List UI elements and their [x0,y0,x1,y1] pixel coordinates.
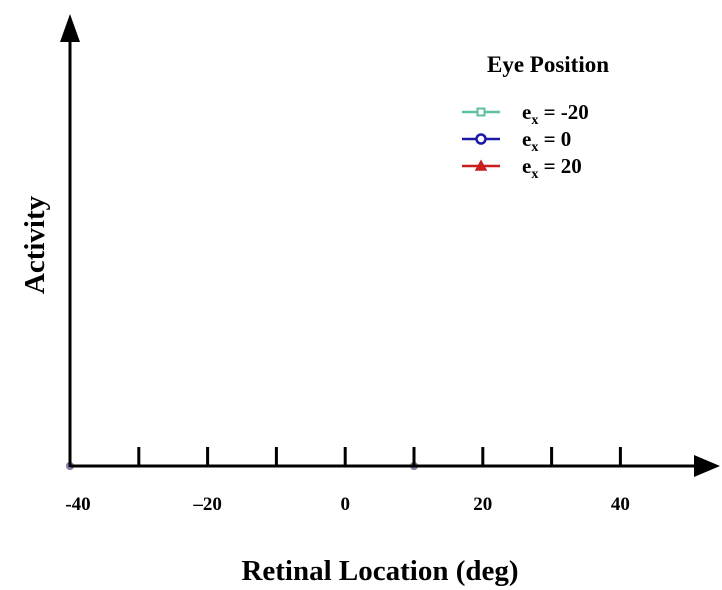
x-tick-label: -40 [65,494,90,515]
legend-label: ex = 0 [522,127,571,155]
y-axis-title: Activity [19,195,51,294]
x-tick-label: 40 [611,494,630,515]
legend-entry: ex = -20 [462,100,589,128]
legend-label: ex = 20 [522,154,582,182]
y-axis-arrow [60,14,80,42]
legend-marker-circle [475,133,487,145]
x-axis-title: Retinal Location (deg) [241,555,518,587]
legend-marker-triangle [474,159,488,171]
legend-label: ex = -20 [522,100,589,128]
x-tick-label: 20 [473,494,492,515]
legend-entry: ex = 20 [462,154,582,182]
x-tick-label: –20 [192,494,222,515]
ticks-layer [68,447,622,467]
x-tick-label: 0 [340,494,350,515]
legend-marker-square [476,107,486,117]
axes-layer [60,14,720,477]
x-axis-arrow [694,455,720,477]
tick-labels-layer: -40 –20 0 20 40 [65,494,630,515]
legend-title: Eye Position [487,52,609,77]
legend-entry: ex = 0 [462,127,571,155]
